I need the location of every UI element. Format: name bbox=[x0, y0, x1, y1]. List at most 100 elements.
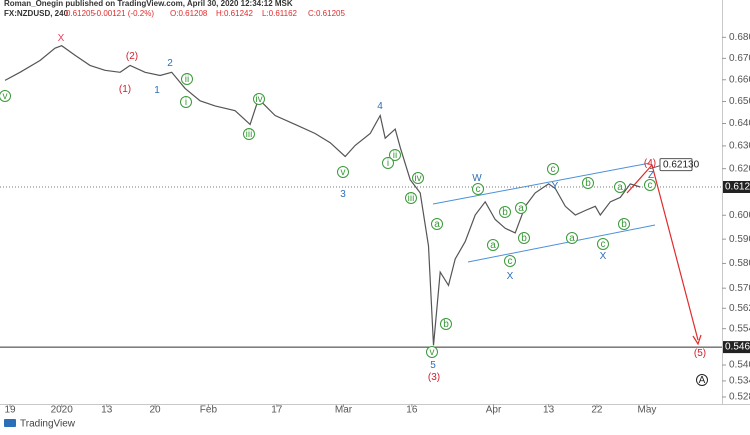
wave-label: ii bbox=[393, 150, 397, 161]
last: 0.61205 bbox=[66, 9, 95, 18]
ohlc-value: C:0.61205 bbox=[308, 9, 345, 18]
y-tick-label: 0.56200 bbox=[729, 303, 750, 314]
x-tick-label: 22 bbox=[591, 405, 603, 416]
wave-circle bbox=[180, 96, 192, 108]
y-tick-label: 0.65000 bbox=[729, 96, 750, 107]
x-tick-label: 20 bbox=[150, 405, 162, 416]
y-tick-label: 0.63000 bbox=[729, 141, 750, 152]
wave-label: b bbox=[502, 207, 508, 218]
wave-label: W bbox=[472, 173, 482, 184]
channel-upper bbox=[432, 162, 651, 205]
last-price-badge bbox=[723, 180, 750, 193]
wave-label: (3) bbox=[428, 372, 440, 383]
wave-circle bbox=[253, 93, 265, 105]
wave-label: 4 bbox=[377, 101, 383, 112]
level-label: 0.54686 bbox=[725, 342, 750, 353]
wave-circle bbox=[504, 255, 516, 267]
y-tick-label: 0.66000 bbox=[729, 74, 750, 85]
y-tick-label: 0.60000 bbox=[729, 210, 750, 221]
wave-label: a bbox=[569, 233, 575, 244]
wave-label: c bbox=[648, 180, 653, 191]
wave-circle bbox=[518, 232, 530, 244]
wave-circle bbox=[382, 157, 394, 169]
target-label: 0.62130 bbox=[663, 159, 700, 170]
wave-circle bbox=[412, 172, 424, 184]
wave-label: 2 bbox=[167, 58, 173, 69]
y-tick-label: 0.59000 bbox=[729, 234, 750, 245]
x-tick-label: 2020 bbox=[51, 405, 74, 416]
wave-label: c bbox=[601, 239, 606, 250]
wave-circle bbox=[405, 192, 417, 204]
wave-label: A bbox=[699, 375, 706, 386]
y-tick-label: 0.67000 bbox=[729, 53, 750, 64]
x-tick-label: 17 bbox=[271, 405, 283, 416]
wave-label: v bbox=[430, 347, 435, 358]
wave-label: a bbox=[490, 240, 496, 251]
wave-label: b bbox=[621, 219, 627, 230]
wave-label: iii bbox=[246, 129, 253, 140]
projection-line bbox=[626, 164, 653, 194]
wave-circle bbox=[566, 232, 578, 244]
wave-label: (4) bbox=[644, 158, 656, 169]
wave-label: 3 bbox=[340, 189, 346, 200]
wave-label: (5) bbox=[694, 348, 706, 359]
wave-circle bbox=[389, 149, 401, 161]
y-tick-label: 0.62000 bbox=[729, 163, 750, 174]
wave-label: c bbox=[508, 256, 513, 267]
wave-circle bbox=[582, 177, 594, 189]
wave-label: v bbox=[341, 167, 346, 178]
y-tick-label: 0.64000 bbox=[729, 118, 750, 129]
last-price-label: 0.61205 bbox=[725, 182, 750, 193]
level-badge bbox=[723, 341, 750, 354]
wave-label: X bbox=[58, 33, 65, 44]
wave-label: c bbox=[476, 184, 481, 195]
wave-label: 5 bbox=[430, 360, 436, 371]
wave-label: iii bbox=[408, 193, 415, 204]
ohlc-value: H:0.61242 bbox=[216, 9, 253, 18]
wave-circle bbox=[499, 206, 511, 218]
wave-label: b bbox=[521, 233, 527, 244]
wave-circle bbox=[0, 90, 11, 102]
symbol: FX:NZDUSD, 240 bbox=[4, 9, 69, 18]
wave-label: (1) bbox=[119, 84, 131, 95]
x-tick-label: Apr bbox=[486, 405, 502, 416]
channel-lower bbox=[467, 224, 656, 263]
wave-label: b bbox=[585, 178, 591, 189]
wave-circle bbox=[431, 218, 443, 230]
x-tick-label: 13 bbox=[543, 405, 555, 416]
wave-circle bbox=[515, 202, 527, 214]
wave-label: iv bbox=[414, 173, 421, 184]
wave-label: a bbox=[434, 219, 440, 230]
header: Roman_Onegin published on TradingView.co… bbox=[4, 0, 293, 18]
wave-circle bbox=[243, 128, 255, 140]
wave-circle bbox=[487, 239, 499, 251]
x-tick-label: Feb bbox=[200, 405, 218, 416]
x-tick-label: Mar bbox=[335, 405, 353, 416]
y-tick-label: 0.55400 bbox=[729, 323, 750, 334]
logo: TradingView bbox=[20, 419, 76, 430]
wave-circle bbox=[337, 166, 349, 178]
wave-label: ii bbox=[185, 74, 189, 85]
y-tick-label: 0.58000 bbox=[729, 258, 750, 269]
y-tick-label: 0.52800 bbox=[729, 392, 750, 403]
wave-circle bbox=[696, 374, 708, 386]
wave-label: X bbox=[600, 251, 607, 262]
wave-circle bbox=[547, 163, 559, 175]
y-tick-label: 0.53400 bbox=[729, 376, 750, 387]
ohlc-value: O:0.61208 bbox=[170, 9, 208, 18]
projection-line bbox=[651, 164, 699, 341]
wave-label: c bbox=[551, 164, 556, 175]
wave-label: iv bbox=[255, 94, 262, 105]
wave-circle bbox=[597, 238, 609, 250]
target-box bbox=[659, 158, 693, 172]
y-tick-label: 0.54000 bbox=[729, 360, 750, 371]
x-tick-label: 19 bbox=[4, 405, 16, 416]
wave-label: Y bbox=[552, 181, 559, 192]
y-tick-label: 0.57000 bbox=[729, 283, 750, 294]
change: -0.00121 (-0.2%) bbox=[94, 9, 154, 18]
wave-label: Z bbox=[648, 170, 654, 181]
wave-label: (2) bbox=[126, 51, 138, 62]
wave-label: 1 bbox=[154, 85, 160, 96]
